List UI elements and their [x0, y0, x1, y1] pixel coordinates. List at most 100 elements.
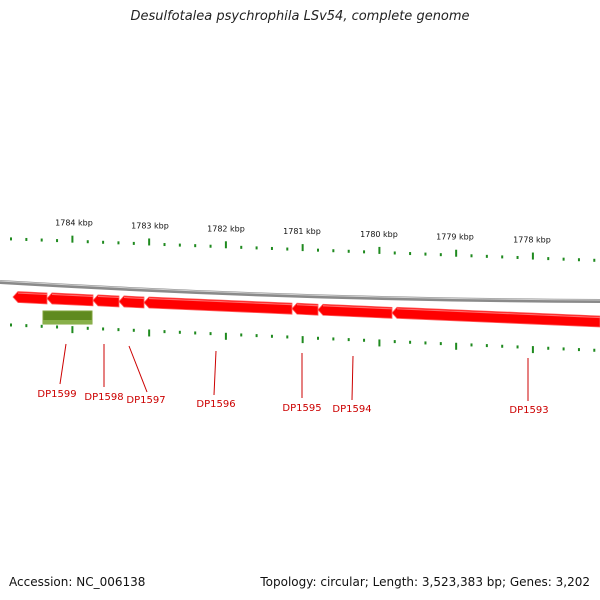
gene-arrow-shine: [396, 308, 600, 319]
ruler-tick: [240, 333, 243, 337]
ruler-tick: [332, 249, 335, 253]
gene-leader-line: [128, 345, 148, 393]
ruler-tick: [270, 246, 273, 250]
gene-leader-line: [213, 350, 217, 396]
gene-label[interactable]: DP1598: [84, 392, 123, 403]
ruler-tick: [209, 244, 212, 248]
ruler-tick: [56, 239, 59, 243]
ruler-tick: [347, 338, 350, 342]
ruler-tick: [409, 252, 412, 256]
ruler-tick: [286, 335, 289, 339]
genome-title: Desulfotalea psychrophila LSv54, complet…: [130, 9, 470, 24]
ruler-tick: [485, 344, 488, 348]
ruler-tick: [132, 328, 135, 332]
ruler-tick: [194, 244, 197, 248]
gene-arrow-shine: [51, 293, 94, 297]
ruler-tick: [224, 241, 227, 249]
gene-arrow-shine: [148, 297, 293, 306]
ruler-tick: [439, 342, 442, 346]
ruler-tick: [240, 245, 243, 249]
ruler-tick: [25, 237, 28, 241]
ruler-tick: [393, 340, 396, 344]
gene-label[interactable]: DP1594: [332, 404, 371, 415]
ruler-tick: [516, 255, 519, 259]
gene-leader-line: [351, 355, 354, 401]
ruler-tick: [71, 326, 74, 334]
gene-arrow-shine: [97, 295, 120, 299]
ruler-tick: [117, 328, 120, 332]
ruler-tick: [547, 257, 550, 261]
gene-label[interactable]: DP1595: [282, 403, 321, 414]
ruler-tick: [547, 346, 550, 350]
accession-text: Accession: NC_006138: [9, 575, 146, 589]
ruler-tick: [363, 250, 366, 254]
ruler-tick: [102, 327, 105, 331]
ruler-tick: [378, 246, 381, 254]
ruler-tick: [393, 251, 396, 255]
genome-stats-text: Topology: circular; Length: 3,523,383 bp…: [260, 575, 590, 589]
ruler-tick: [255, 246, 258, 250]
gene-arrow-shine: [123, 296, 145, 300]
ruler-label: 1781 kbp: [283, 227, 321, 236]
ruler-tick: [209, 332, 212, 336]
ruler-tick: [194, 331, 197, 335]
ruler-tick: [501, 344, 504, 348]
ruler-tick: [40, 324, 43, 328]
gene-label[interactable]: DP1599: [37, 389, 76, 400]
rna-feature-shade: [43, 320, 92, 324]
ruler-tick: [178, 243, 181, 247]
ruler-tick: [71, 235, 74, 243]
ruler-label: 1783 kbp: [131, 222, 169, 231]
ruler-tick: [255, 334, 258, 338]
ruler-tick: [317, 248, 319, 252]
ruler-tick: [470, 254, 473, 258]
ruler-tick: [531, 346, 534, 354]
ruler-tick: [577, 258, 580, 262]
ruler-label: 1784 kbp: [55, 219, 93, 228]
gene-arrow-shine: [296, 304, 319, 307]
ruler-tick: [301, 336, 304, 344]
ruler-tick: [363, 338, 366, 342]
ruler-tick: [117, 241, 120, 245]
ruler-tick: [593, 348, 596, 352]
ruler-tick: [148, 329, 151, 337]
ruler-tick: [562, 257, 565, 261]
genome-backbone: [0, 280, 600, 303]
ruler-tick: [132, 241, 135, 245]
ruler-tick: [439, 253, 442, 257]
gene-arrow-shine: [17, 292, 48, 296]
ruler-tick: [424, 341, 427, 345]
ruler-tick: [301, 244, 304, 252]
ruler-label: 1782 kbp: [207, 224, 245, 233]
gene-arrow[interactable]: [391, 306, 600, 328]
ruler-tick: [424, 252, 427, 256]
ruler-tick: [317, 336, 319, 340]
ruler-tick: [577, 348, 580, 352]
gene-arrow-shine: [322, 305, 393, 310]
ruler-tick: [593, 258, 596, 262]
ruler-ticks-outer: [10, 235, 596, 262]
ruler-label: 1780 kbp: [360, 230, 398, 239]
ruler-tick: [485, 254, 488, 258]
ruler-tick: [562, 347, 565, 351]
ruler-tick: [224, 332, 227, 340]
ruler-tick: [25, 324, 28, 328]
ruler-tick: [531, 252, 534, 260]
gene-label[interactable]: DP1593: [509, 405, 548, 416]
gene-label[interactable]: DP1596: [196, 399, 235, 410]
ruler-tick: [455, 342, 458, 350]
ruler-tick: [86, 240, 89, 244]
ruler-tick: [40, 238, 43, 242]
ruler-tick: [378, 339, 381, 347]
gene-features: [12, 291, 600, 328]
ruler-tick: [178, 330, 181, 334]
gene-leader-line: [59, 343, 67, 385]
ruler-tick: [86, 326, 89, 330]
ruler-tick: [409, 340, 412, 344]
gene-label[interactable]: DP1597: [126, 395, 165, 406]
ruler-tick: [56, 325, 59, 329]
ruler-tick: [516, 345, 519, 349]
ruler-tick: [270, 334, 273, 338]
ruler-label: 1778 kbp: [513, 236, 551, 245]
